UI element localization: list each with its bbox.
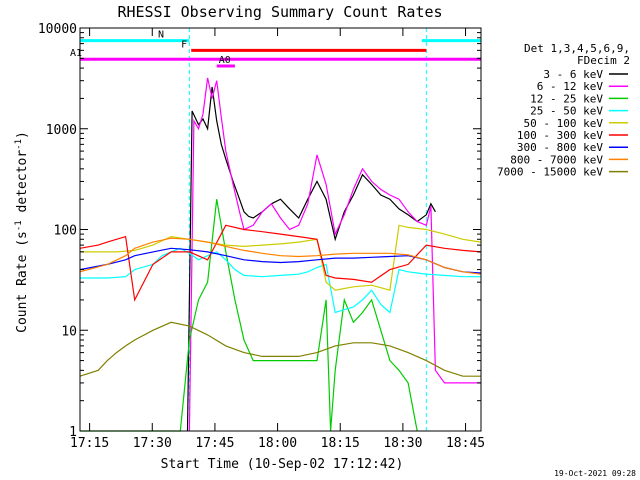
y-tick-label: 1000 (46, 123, 77, 138)
x-tick-label: 18:30 (383, 436, 422, 451)
series-line (79, 237, 482, 275)
legend-label: 25 - 50 keV (530, 105, 603, 118)
series-line (79, 247, 482, 274)
series-line (80, 247, 481, 314)
y-tick-label: 10 (61, 324, 77, 339)
x-tick-label: 18:00 (258, 436, 297, 451)
x-tick-label: 17:15 (70, 436, 109, 451)
legend-label: 100 - 300 keV (517, 129, 603, 142)
legend-label: 800 - 7000 keV (510, 153, 603, 166)
x-tick-label: 18:15 (321, 436, 360, 451)
axis-ticks: 17:15 17:30 17:45 18:00 18:15 18:30 18:45 1 10 10… (38, 22, 485, 451)
series-line (79, 224, 482, 302)
legend-label: 7000 - 15000 keV (497, 166, 603, 179)
y-tick-label: 100 (54, 224, 77, 239)
series-line (80, 224, 482, 291)
chart-title: RHESSI Observing Summary Count Rates (117, 3, 442, 21)
x-tick-label: 18:45 (446, 436, 485, 451)
footer-timestamp: 19-Oct-2021 09:28 (554, 469, 636, 478)
y-tick-label: 1 (69, 425, 77, 440)
attenuator-label: A0 (219, 55, 231, 66)
series-line (80, 199, 418, 432)
series-line (188, 77, 481, 432)
attenuator-label: N (158, 30, 164, 41)
attenuator-bars: N F A1 A0 (70, 30, 481, 68)
x-tick-label: 17:45 (195, 436, 234, 451)
plot-frame (79, 27, 482, 432)
attenuator-label: F (181, 39, 187, 50)
legend-label: 12 - 25 keV (530, 92, 603, 105)
legend-header: FDecim 2 (577, 54, 630, 67)
series-lines (79, 77, 482, 432)
legend-label: 6 - 12 keV (537, 80, 604, 93)
legend-label: 300 - 800 keV (517, 141, 603, 154)
y-tick-label: 10000 (38, 22, 77, 37)
y-axis-label: Count Rate (s-1 detector-1) (14, 131, 30, 333)
legend-header: Det 1,3,4,5,6,9, (524, 42, 630, 55)
legend-label: 50 - 100 keV (524, 117, 604, 130)
legend-label: 3 - 6 keV (543, 68, 603, 81)
x-tick-label: 17:30 (133, 436, 172, 451)
attenuator-label: A1 (70, 48, 82, 59)
series-line (186, 86, 436, 432)
plot-area (79, 28, 482, 431)
x-axis-label: Start Time (10-Sep-02 17:12:42) (161, 457, 404, 472)
series-line (79, 321, 481, 377)
